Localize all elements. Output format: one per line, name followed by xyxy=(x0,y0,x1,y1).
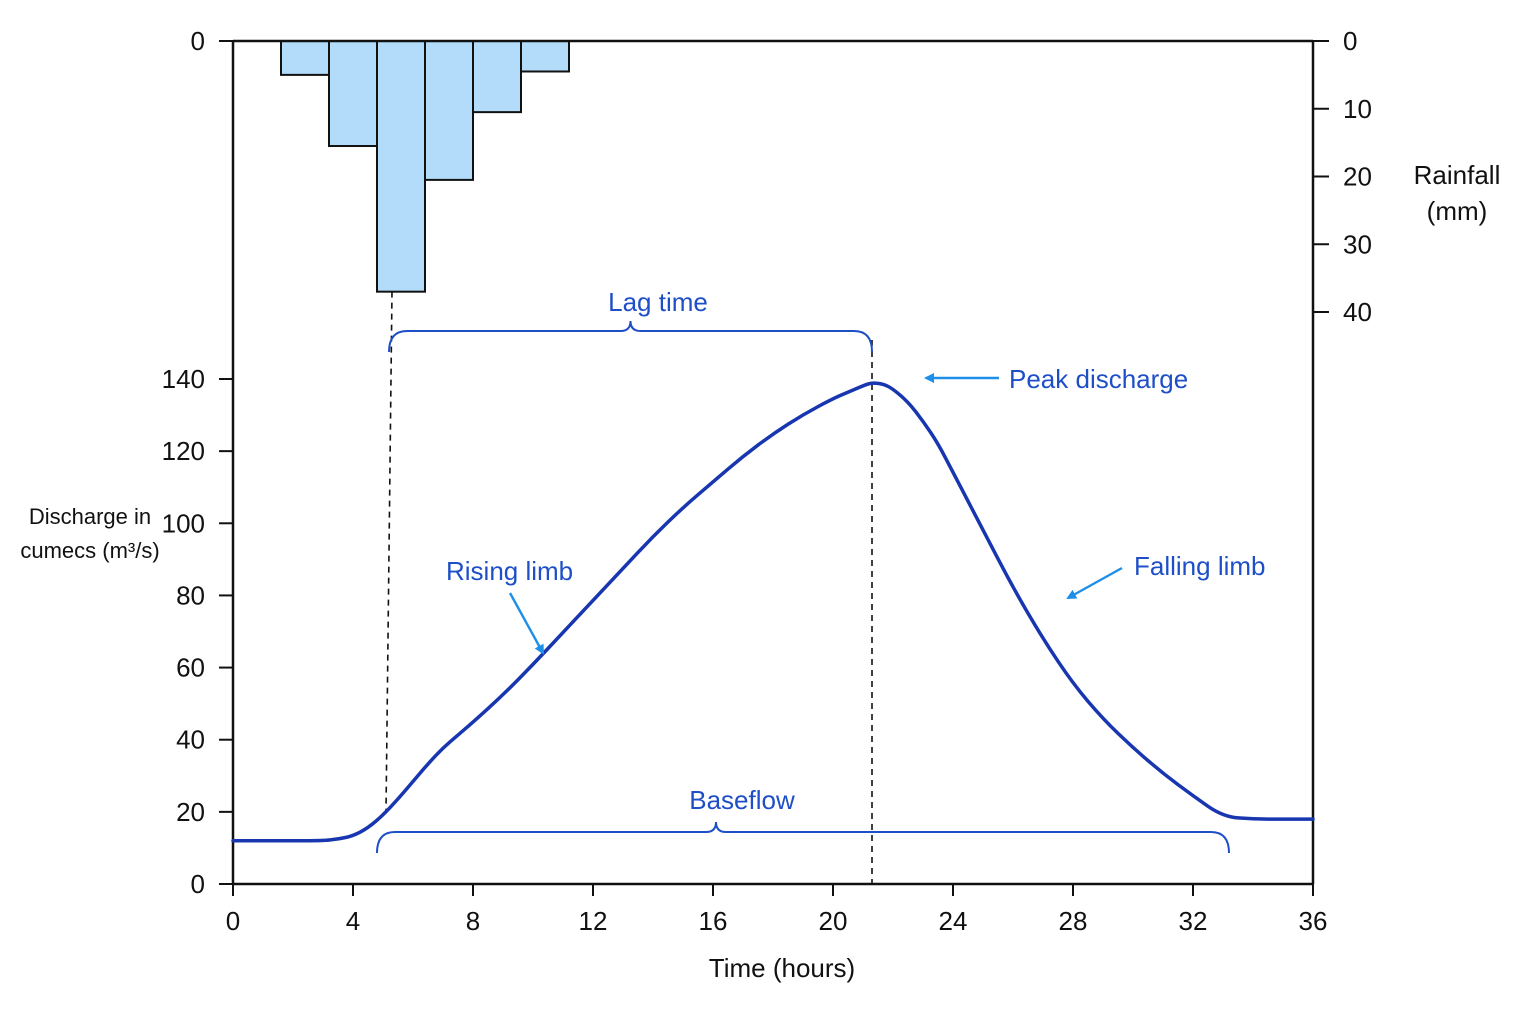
x-axis-title: Time (hours) xyxy=(709,953,855,983)
x-tick-label: 36 xyxy=(1299,906,1328,936)
y-tick-label: 100 xyxy=(162,508,205,538)
rainfall-bar xyxy=(472,40,522,114)
y-tick-label: 20 xyxy=(176,797,205,827)
x-tick-label: 16 xyxy=(699,906,728,936)
y2-tick-label: 20 xyxy=(1343,162,1372,192)
x-tick-label: 0 xyxy=(226,906,240,936)
rain-peak-guide xyxy=(385,291,393,812)
x-tick-label: 32 xyxy=(1179,906,1208,936)
lag-time-label: Lag time xyxy=(608,287,708,317)
y-tick-label: 40 xyxy=(176,725,205,755)
y-tick-label: 120 xyxy=(162,436,205,466)
y-tick-label: 0 xyxy=(191,869,205,899)
baseflow-brace xyxy=(376,821,1230,854)
annotations: Lag time Peak discharge Rising limb Falling… xyxy=(376,287,1266,854)
y-tick-label: 0 xyxy=(191,26,205,56)
y2-tick-label: 10 xyxy=(1343,94,1372,124)
y-tick-label: 60 xyxy=(176,653,205,683)
y2-tick-label: 40 xyxy=(1343,297,1372,327)
y2-tick-label: 30 xyxy=(1343,229,1372,259)
rainfall-bar xyxy=(424,40,474,181)
y2-axis-title: Rainfall xyxy=(1414,160,1501,190)
y-tick-label: 140 xyxy=(162,364,205,394)
falling-limb-arrow xyxy=(1066,566,1123,600)
rainfall-bar xyxy=(520,40,570,73)
y2-tick-label: 0 xyxy=(1343,26,1357,56)
guides xyxy=(385,291,873,884)
y-axis-title: cumecs (m³/s) xyxy=(20,538,159,563)
rainfall-bar xyxy=(376,40,426,293)
x-tick-label: 12 xyxy=(579,906,608,936)
falling-limb-label: Falling limb xyxy=(1134,551,1266,581)
x-tick-label: 20 xyxy=(819,906,848,936)
y-axis-title: Discharge in xyxy=(29,504,151,529)
lag-time-brace xyxy=(388,320,873,353)
rainfall-bars xyxy=(280,40,570,293)
x-tick-label: 28 xyxy=(1059,906,1088,936)
x-tick-label: 4 xyxy=(346,906,360,936)
rainfall-bar xyxy=(280,40,330,76)
x-tick-label: 24 xyxy=(939,906,968,936)
baseflow-label: Baseflow xyxy=(689,785,795,815)
peak-discharge-label: Peak discharge xyxy=(1009,364,1188,394)
series xyxy=(231,381,1315,843)
y2-axis-title: (mm) xyxy=(1427,196,1488,226)
rising-limb-arrow xyxy=(508,592,545,655)
axes xyxy=(219,39,1329,896)
x-tick-label: 8 xyxy=(466,906,480,936)
hydrograph-line xyxy=(231,381,1315,843)
y-tick-label: 80 xyxy=(176,580,205,610)
rainfall-bar xyxy=(328,40,378,148)
rising-limb-label: Rising limb xyxy=(446,556,573,586)
